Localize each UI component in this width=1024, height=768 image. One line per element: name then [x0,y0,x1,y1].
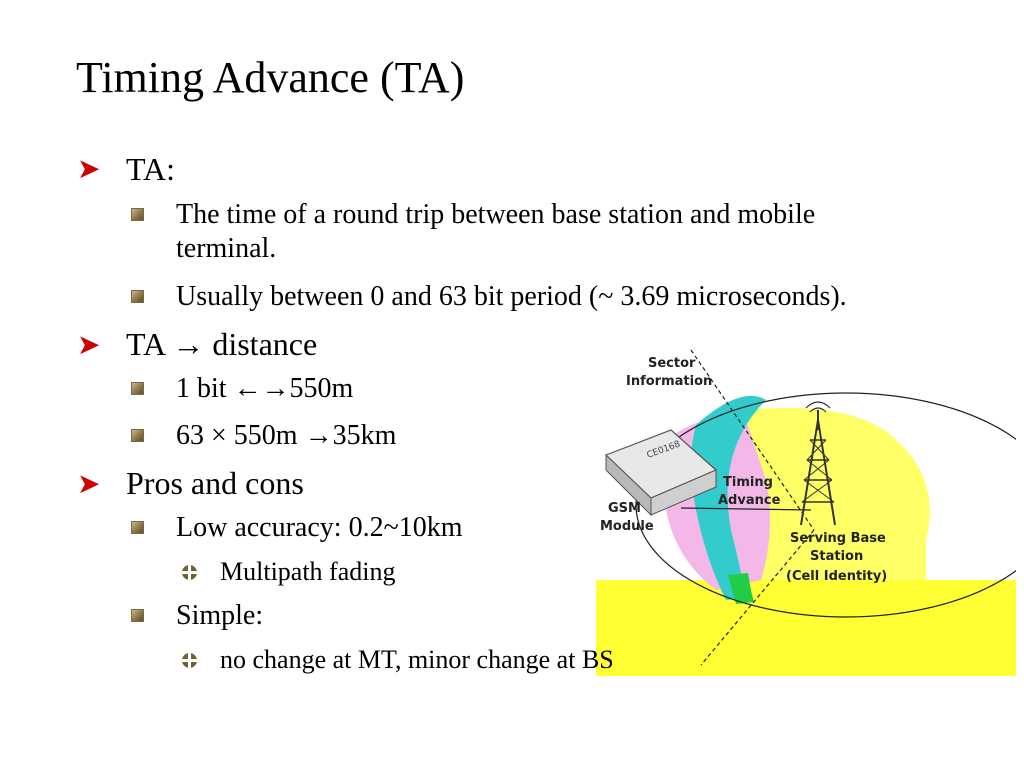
square-bullet-icon [131,609,144,622]
globe-bullet-icon [182,653,197,668]
bullet-ta-definition: The time of a round trip between base st… [176,199,816,230]
bs-label-line1: Serving Base [790,531,886,546]
yellow-coverage-zone [746,408,930,580]
timing-label-line1: Timing [723,475,773,490]
bullet-multipath-fading: Multipath fading [220,557,396,586]
slide-title: Timing Advance (TA) [76,53,465,102]
bs-label-line2: Station [810,549,863,564]
gsm-label-line1: GSM [608,501,641,516]
bullet-low-accuracy: Low accuracy: 0.2~10km [176,512,463,543]
tower-icon [800,401,836,526]
timing-advance-diagram: CE0168 Sector Information Timing Advance… [596,349,1016,676]
bullet-ta-range: Usually between 0 and 63 bit period (~ 3… [176,281,847,312]
gsm-label-line2: Module [600,519,654,534]
sector-label-line1: Sector [648,356,696,371]
cell-boundary [635,392,1016,618]
bullet-pros-cons: Pros and cons [126,465,304,501]
square-bullet-icon [131,382,144,395]
arrow-bullet-icon: ➤ [77,328,101,361]
bullet-ta-definition-cont: terminal. [176,233,277,264]
sector-line [690,349,815,531]
arrow-bullet-icon: ➤ [77,152,101,185]
bullet-bit-distance: 1 bit ←→550m [176,373,354,404]
bs-label-line3: (Cell Identity) [786,569,887,584]
square-bullet-icon [131,290,144,303]
bullet-ta: TA: [126,151,175,187]
square-bullet-icon [131,521,144,534]
globe-bullet-icon [182,565,197,580]
square-bullet-icon [131,208,144,221]
timing-advance-line [680,507,812,511]
timing-label-line2: Advance [718,493,781,508]
bullet-ta-distance: TA → distance [126,326,318,362]
arrow-bullet-icon: ➤ [77,467,101,500]
square-bullet-icon [131,429,144,442]
yellow-highlight-band [596,580,1016,676]
bullet-max-distance: 63 × 550m →35km [176,420,397,451]
bullet-simple: Simple: [176,600,264,631]
green-arc [728,573,754,604]
teal-arc [691,395,766,600]
bullet-no-change: no change at MT, minor change at BS [220,645,614,674]
sector-line-lower [700,529,815,666]
sector-label-line2: Information [626,374,712,389]
gsm-module-icon: CE0168 [604,429,718,517]
